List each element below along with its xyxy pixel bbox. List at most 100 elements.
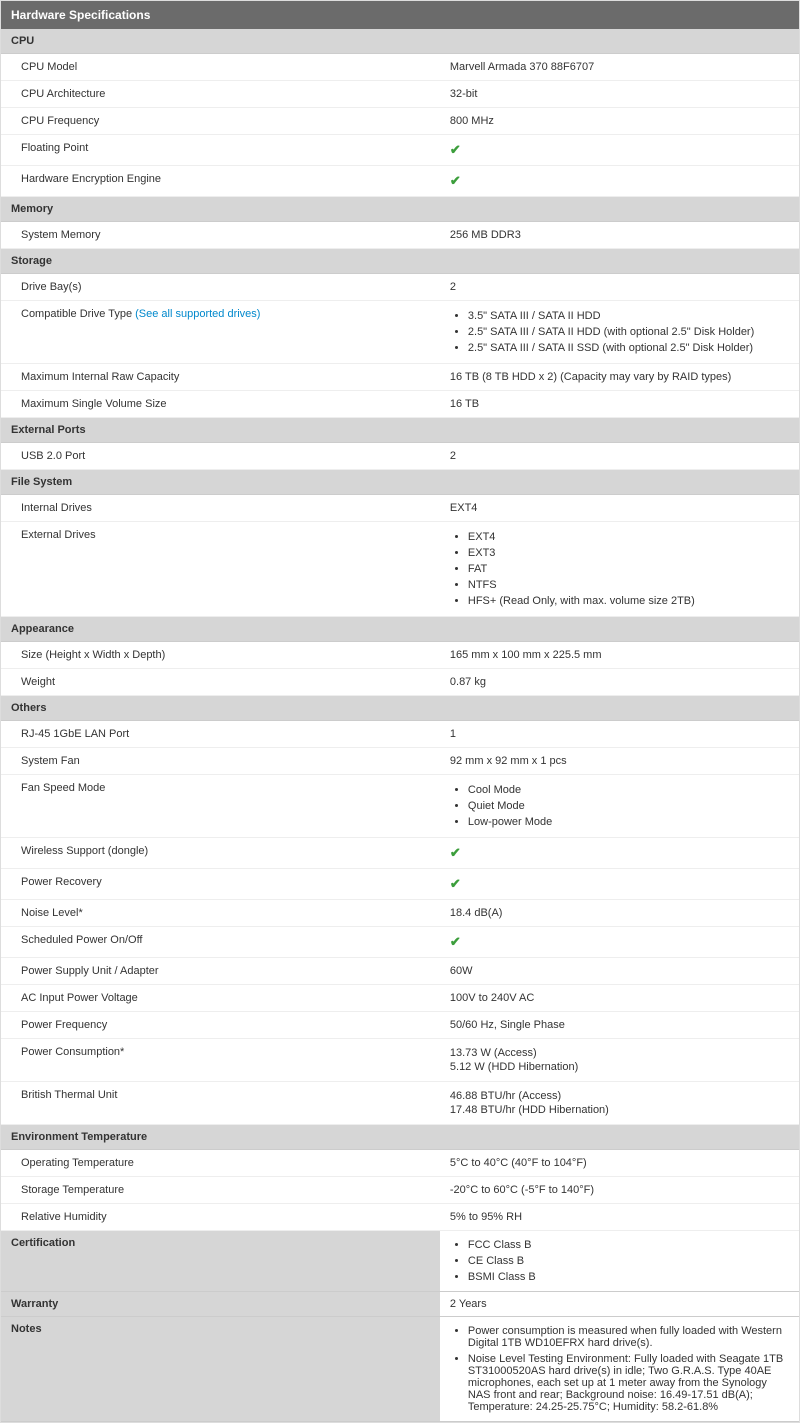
label: Certification	[1, 1231, 440, 1291]
label: RJ-45 1GbE LAN Port	[1, 721, 440, 747]
section-storage: Storage	[1, 249, 799, 274]
value: 2 Years	[440, 1292, 799, 1316]
row-memory-sys: System Memory 256 MB DDR3	[1, 222, 799, 249]
value: 0.87 kg	[440, 669, 799, 695]
list-item: Quiet Mode	[468, 798, 789, 814]
label: Power Frequency	[1, 1012, 440, 1038]
section-appearance: Appearance	[1, 617, 799, 642]
external-fs-list: EXT4EXT3FATNTFSHFS+ (Read Only, with max…	[450, 529, 789, 609]
value: -20°C to 60°C (-5°F to 140°F)	[440, 1177, 799, 1203]
row-others-noise: Noise Level* 18.4 dB(A)	[1, 900, 799, 927]
label: Maximum Internal Raw Capacity	[1, 364, 440, 390]
label: Scheduled Power On/Off	[1, 927, 440, 957]
label: Notes	[1, 1317, 440, 1421]
row-cpu-arch: CPU Architecture 32-bit	[1, 81, 799, 108]
label: Drive Bay(s)	[1, 274, 440, 300]
value: FCC Class BCE Class BBSMI Class B	[440, 1231, 799, 1291]
value: 1	[440, 721, 799, 747]
label: USB 2.0 Port	[1, 443, 440, 469]
list-item: CE Class B	[468, 1253, 789, 1269]
section-fs: File System	[1, 470, 799, 495]
row-others-btu: British Thermal Unit 46.88 BTU/hr (Acces…	[1, 1082, 799, 1125]
row-others-fanmode: Fan Speed Mode Cool ModeQuiet ModeLow-po…	[1, 775, 799, 838]
check-icon: ✔	[450, 845, 461, 860]
row-others-recovery: Power Recovery ✔	[1, 869, 799, 900]
label: Power Supply Unit / Adapter	[1, 958, 440, 984]
label: CPU Architecture	[1, 81, 440, 107]
row-fs-external: External Drives EXT4EXT3FATNTFSHFS+ (Rea…	[1, 522, 799, 617]
row-storage-bays: Drive Bay(s) 2	[1, 274, 799, 301]
row-ports-usb: USB 2.0 Port 2	[1, 443, 799, 470]
value: ✔	[440, 838, 799, 868]
value: Cool ModeQuiet ModeLow-power Mode	[440, 775, 799, 837]
section-memory: Memory	[1, 197, 799, 222]
row-env-op: Operating Temperature 5°C to 40°C (40°F …	[1, 1150, 799, 1177]
value: 16 TB (8 TB HDD x 2) (Capacity may vary …	[440, 364, 799, 390]
line: 46.88 BTU/hr (Access)	[450, 1089, 789, 1103]
label: Compatible Drive Type (See all supported…	[1, 301, 440, 363]
value: 2	[440, 443, 799, 469]
label: AC Input Power Voltage	[1, 985, 440, 1011]
list-item: 2.5" SATA III / SATA II SSD (with option…	[468, 340, 789, 356]
compat-list: 3.5" SATA III / SATA II HDD 2.5" SATA III…	[450, 308, 789, 356]
value: EXT4EXT3FATNTFSHFS+ (Read Only, with max…	[440, 522, 799, 616]
value: 256 MB DDR3	[440, 222, 799, 248]
row-others-acin: AC Input Power Voltage 100V to 240V AC	[1, 985, 799, 1012]
row-others-pcons: Power Consumption* 13.73 W (Access)5.12 …	[1, 1039, 799, 1082]
list-item: Cool Mode	[468, 782, 789, 798]
list-item: FCC Class B	[468, 1237, 789, 1253]
list-item: 3.5" SATA III / SATA II HDD	[468, 308, 789, 324]
value: ✔	[440, 927, 799, 957]
list-item: BSMI Class B	[468, 1269, 789, 1285]
label: Fan Speed Mode	[1, 775, 440, 837]
label: Internal Drives	[1, 495, 440, 521]
value: 3.5" SATA III / SATA II HDD 2.5" SATA III…	[440, 301, 799, 363]
value: Marvell Armada 370 88F6707	[440, 54, 799, 80]
notes-list: Power consumption is measured when fully…	[450, 1323, 789, 1415]
row-others-psu: Power Supply Unit / Adapter 60W	[1, 958, 799, 985]
label: Relative Humidity	[1, 1204, 440, 1230]
hardware-spec-table: Hardware Specifications CPU CPU Model Ma…	[0, 0, 800, 1423]
row-cpu-enc: Hardware Encryption Engine ✔	[1, 166, 799, 197]
check-icon: ✔	[450, 934, 461, 949]
value: ✔	[440, 869, 799, 899]
label: Warranty	[1, 1292, 440, 1316]
label: External Drives	[1, 522, 440, 616]
row-env-hum: Relative Humidity 5% to 95% RH	[1, 1204, 799, 1231]
line: 5.12 W (HDD Hibernation)	[450, 1060, 789, 1074]
list-item: Power consumption is measured when fully…	[468, 1323, 789, 1351]
label: System Memory	[1, 222, 440, 248]
value: 165 mm x 100 mm x 225.5 mm	[440, 642, 799, 668]
label: Power Recovery	[1, 869, 440, 899]
section-cert: Certification FCC Class BCE Class BBSMI …	[1, 1231, 799, 1292]
value: ✔	[440, 135, 799, 165]
table-title: Hardware Specifications	[1, 1, 799, 29]
list-item: EXT4	[468, 529, 789, 545]
value: 16 TB	[440, 391, 799, 417]
section-ports: External Ports	[1, 418, 799, 443]
section-env: Environment Temperature	[1, 1125, 799, 1150]
section-warranty: Warranty 2 Years	[1, 1292, 799, 1317]
row-storage-maxvol: Maximum Single Volume Size 16 TB	[1, 391, 799, 418]
value: 32-bit	[440, 81, 799, 107]
value: 50/60 Hz, Single Phase	[440, 1012, 799, 1038]
row-storage-compat: Compatible Drive Type (See all supported…	[1, 301, 799, 364]
row-cpu-model: CPU Model Marvell Armada 370 88F6707	[1, 54, 799, 81]
label: Wireless Support (dongle)	[1, 838, 440, 868]
row-env-stor: Storage Temperature -20°C to 60°C (-5°F …	[1, 1177, 799, 1204]
row-others-pfreq: Power Frequency 50/60 Hz, Single Phase	[1, 1012, 799, 1039]
value: 5°C to 40°C (40°F to 104°F)	[440, 1150, 799, 1176]
row-appearance-size: Size (Height x Width x Depth) 165 mm x 1…	[1, 642, 799, 669]
check-icon: ✔	[450, 876, 461, 891]
row-fs-internal: Internal Drives EXT4	[1, 495, 799, 522]
supported-drives-link[interactable]: (See all supported drives)	[135, 308, 260, 320]
label: Weight	[1, 669, 440, 695]
label: Hardware Encryption Engine	[1, 166, 440, 196]
label: British Thermal Unit	[1, 1082, 440, 1124]
value: 46.88 BTU/hr (Access)17.48 BTU/hr (HDD H…	[440, 1082, 799, 1124]
line: 13.73 W (Access)	[450, 1046, 789, 1060]
value: 13.73 W (Access)5.12 W (HDD Hibernation)	[440, 1039, 799, 1081]
value: 60W	[440, 958, 799, 984]
label: CPU Model	[1, 54, 440, 80]
row-storage-maxraw: Maximum Internal Raw Capacity 16 TB (8 T…	[1, 364, 799, 391]
